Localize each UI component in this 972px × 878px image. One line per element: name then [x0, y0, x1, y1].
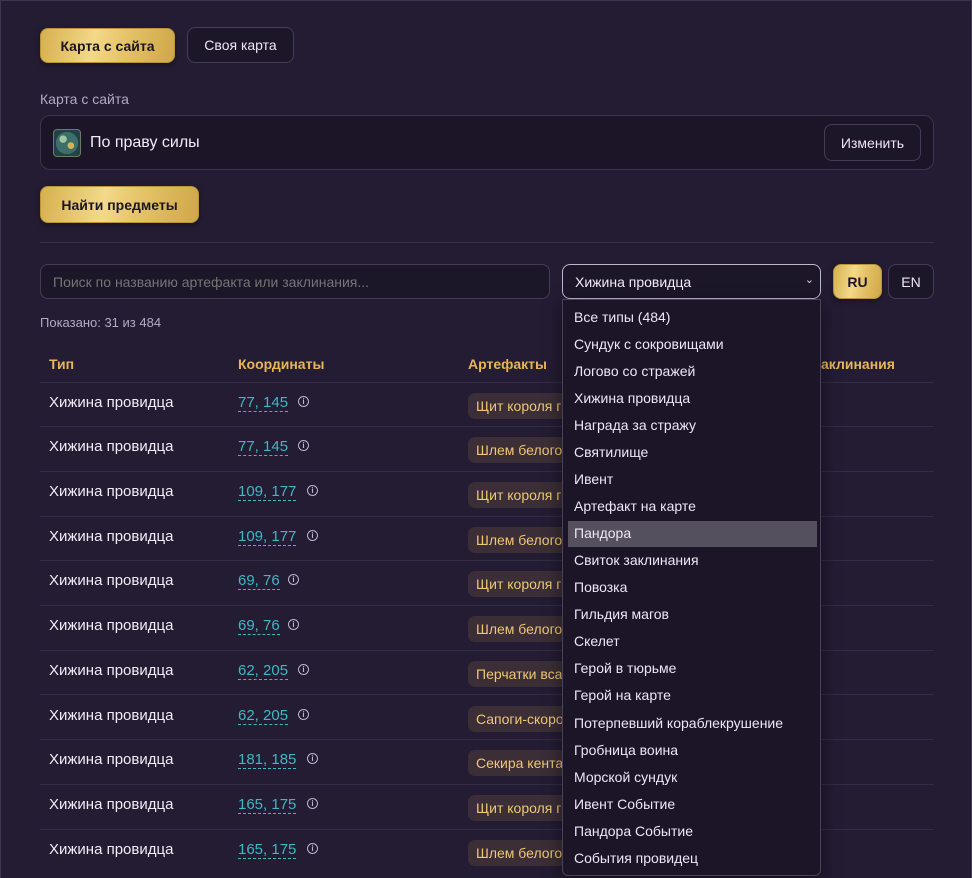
- row-divider: [40, 426, 934, 427]
- search-input[interactable]: [40, 264, 550, 299]
- dropdown-option[interactable]: Гробница воина: [574, 742, 679, 758]
- cell-type: Хижина провидца: [49, 528, 174, 545]
- lang-ru-button[interactable]: RU: [833, 264, 882, 299]
- map-section-label: Карта с сайта: [40, 91, 129, 107]
- cell-type: Хижина провидца: [49, 796, 174, 813]
- cell-type: Хижина провидца: [49, 617, 174, 634]
- row-divider: [40, 694, 934, 695]
- dropdown-option-highlighted[interactable]: Пандора: [568, 521, 817, 547]
- info-icon[interactable]: i: [307, 530, 318, 541]
- header-artifacts: Артефакты: [468, 356, 547, 372]
- tab-site-map[interactable]: Карта с сайта: [40, 28, 175, 63]
- artifact-chip[interactable]: Шлем белого: [468, 840, 562, 866]
- row-divider: [40, 829, 934, 830]
- cell-type: Хижина провидца: [49, 394, 174, 411]
- cell-type: Хижина провидца: [49, 841, 174, 858]
- artifact-chip[interactable]: Шлем белого: [468, 437, 562, 463]
- artifact-chip[interactable]: Щит короля г: [468, 571, 562, 597]
- info-icon[interactable]: i: [307, 798, 318, 809]
- dropdown-option[interactable]: Герой на карте: [574, 687, 671, 703]
- dropdown-option[interactable]: Все типы (484): [574, 309, 671, 325]
- header-type: Тип: [49, 356, 75, 372]
- cell-type: Хижина провидца: [49, 707, 174, 724]
- results-count: Показано: 31 из 484: [40, 315, 162, 330]
- dropdown-option[interactable]: Артефакт на карте: [574, 498, 696, 514]
- artifact-chip[interactable]: Секира кента: [468, 750, 562, 776]
- map-thumbnail-icon: [53, 129, 81, 157]
- row-divider: [40, 784, 934, 785]
- cell-coords[interactable]: 77, 145: [238, 438, 289, 456]
- divider: [40, 242, 934, 243]
- header-coords: Координаты: [238, 356, 325, 372]
- info-icon[interactable]: i: [298, 440, 309, 451]
- dropdown-option[interactable]: События провидец: [574, 850, 699, 866]
- tab-own-map[interactable]: Своя карта: [187, 27, 294, 63]
- dropdown-option[interactable]: Пандора Событие: [574, 823, 693, 839]
- artifact-chip[interactable]: Шлем белого: [468, 527, 562, 553]
- artifact-chip[interactable]: Щит короля г: [468, 795, 562, 821]
- info-icon[interactable]: i: [307, 843, 318, 854]
- artifact-chip[interactable]: Щит короля г: [468, 393, 562, 419]
- row-divider: [40, 516, 934, 517]
- cell-coords[interactable]: 62, 205: [238, 707, 289, 725]
- dropdown-option[interactable]: Логово со стражей: [574, 363, 696, 379]
- cell-type: Хижина провидца: [49, 751, 174, 768]
- map-name: По праву силы: [90, 134, 200, 151]
- cell-coords[interactable]: 181, 185: [238, 751, 297, 769]
- dropdown-option[interactable]: Свиток заклинания: [574, 552, 699, 568]
- cell-type: Хижина провидца: [49, 483, 174, 500]
- dropdown-option[interactable]: Ивент Событие: [574, 796, 676, 812]
- row-divider: [40, 560, 934, 561]
- cell-type: Хижина провидца: [49, 438, 174, 455]
- dropdown-option[interactable]: Морской сундук: [574, 769, 678, 785]
- cell-type: Хижина провидца: [49, 572, 174, 589]
- artifact-chip[interactable]: Щит короля г: [468, 482, 562, 508]
- cell-type: Хижина провидца: [49, 662, 174, 679]
- dropdown-option[interactable]: Гильдия магов: [574, 606, 669, 622]
- cell-coords[interactable]: 69, 76: [238, 572, 280, 590]
- artifact-chip[interactable]: Сапоги-скоро: [468, 706, 562, 732]
- info-icon[interactable]: i: [307, 485, 318, 496]
- header-spells: аклинания: [821, 356, 895, 372]
- find-items-button[interactable]: Найти предметы: [40, 186, 199, 223]
- row-divider: [40, 650, 934, 651]
- row-divider: [40, 382, 934, 383]
- info-icon[interactable]: i: [307, 753, 318, 764]
- dropdown-option[interactable]: Скелет: [574, 633, 620, 649]
- row-divider: [40, 605, 934, 606]
- type-filter-dropdown: Все типы (484) Сундук с сокровищами Лого…: [562, 299, 821, 876]
- info-icon[interactable]: i: [288, 574, 299, 585]
- change-map-button[interactable]: Изменить: [824, 124, 921, 161]
- dropdown-option[interactable]: Хижина провидца: [574, 390, 691, 406]
- row-divider: [40, 471, 934, 472]
- cell-coords[interactable]: 62, 205: [238, 662, 289, 680]
- dropdown-option[interactable]: Герой в тюрьме: [574, 660, 677, 676]
- cell-coords[interactable]: 109, 177: [238, 483, 297, 501]
- selected-map-box: По праву силы Изменить: [40, 115, 934, 170]
- row-divider: [40, 739, 934, 740]
- dropdown-option[interactable]: Сундук с сокровищами: [574, 336, 724, 352]
- type-filter-select[interactable]: Хижина провидца ⌄: [562, 264, 821, 299]
- cell-coords[interactable]: 165, 175: [238, 796, 297, 814]
- chevron-down-icon: ⌄: [804, 274, 814, 286]
- artifact-chip[interactable]: Шлем белого: [468, 616, 562, 642]
- cell-coords[interactable]: 77, 145: [238, 394, 289, 412]
- dropdown-option[interactable]: Ивент: [574, 471, 614, 487]
- type-filter-value: Хижина провидца: [575, 274, 692, 290]
- artifact-chip[interactable]: Перчатки вса: [468, 661, 562, 687]
- info-icon[interactable]: i: [298, 709, 309, 720]
- dropdown-option[interactable]: Святилище: [574, 444, 649, 460]
- dropdown-option[interactable]: Награда за стражу: [574, 417, 697, 433]
- dropdown-option[interactable]: Повозка: [574, 579, 628, 595]
- cell-coords[interactable]: 69, 76: [238, 617, 280, 635]
- lang-en-button[interactable]: EN: [888, 264, 934, 299]
- info-icon[interactable]: i: [298, 664, 309, 675]
- info-icon[interactable]: i: [288, 619, 299, 630]
- info-icon[interactable]: i: [298, 396, 309, 407]
- cell-coords[interactable]: 165, 175: [238, 841, 297, 859]
- dropdown-option[interactable]: Потерпевший кораблекрушение: [574, 715, 784, 731]
- cell-coords[interactable]: 109, 177: [238, 528, 297, 546]
